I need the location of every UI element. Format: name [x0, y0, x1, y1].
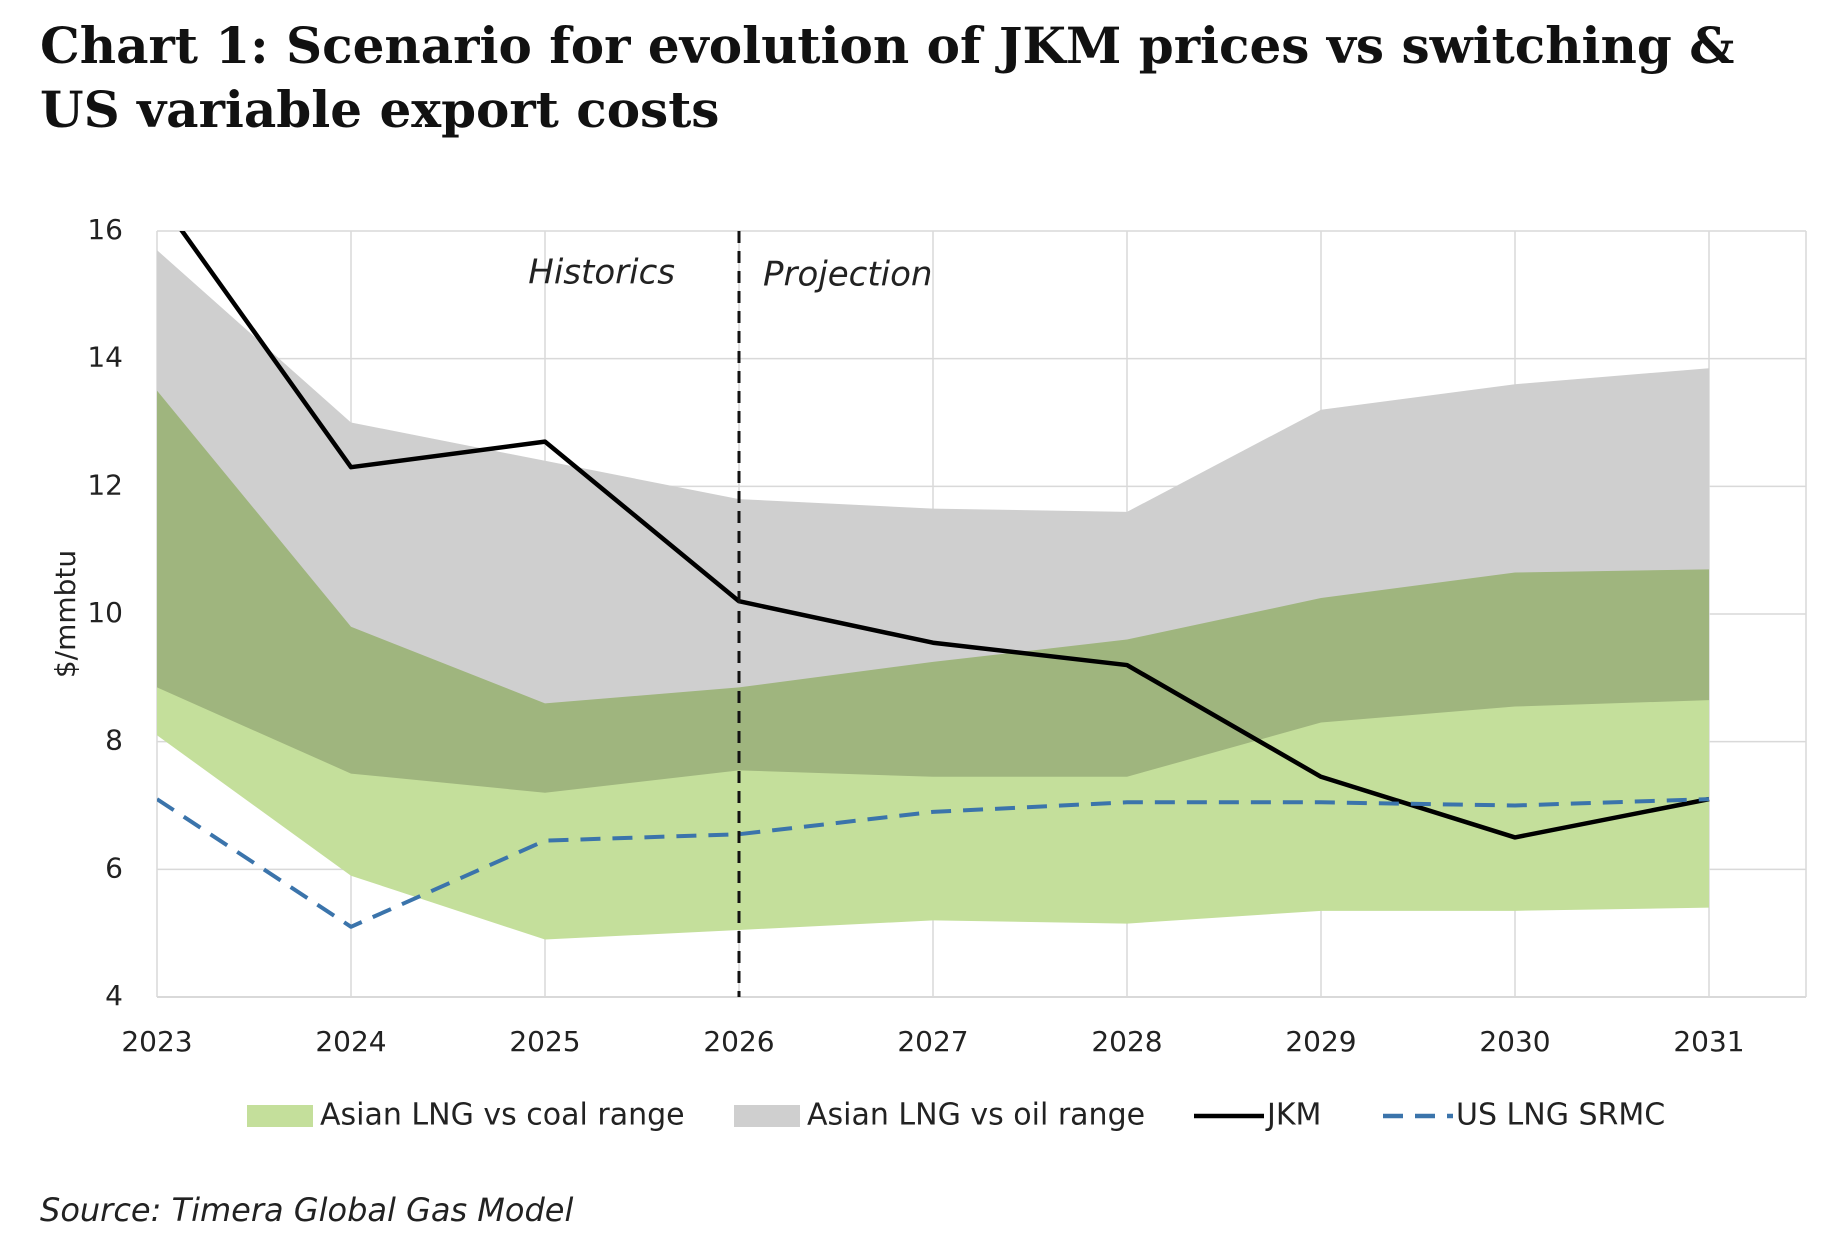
legend-label: JKM — [1265, 1098, 1321, 1133]
y-tick-label: 10 — [87, 596, 123, 629]
x-tick-label: 2023 — [121, 1025, 192, 1058]
x-tick-label: 2029 — [1285, 1025, 1356, 1058]
legend-label: Asian LNG vs coal range — [320, 1098, 685, 1133]
x-tick-label: 2026 — [703, 1025, 774, 1058]
legend-label: Asian LNG vs oil range — [807, 1098, 1145, 1133]
series-line — [179, 231, 1710, 840]
y-tick-label: 14 — [87, 341, 123, 374]
x-tick-label: 2030 — [1479, 1025, 1550, 1058]
x-tick-label: 2031 — [1673, 1025, 1744, 1058]
source: Source: Timera Global Gas Model — [40, 1191, 573, 1229]
y-tick-label: 16 — [87, 213, 123, 246]
x-tick-label: 2028 — [1091, 1025, 1162, 1058]
legend-swatch — [734, 1105, 800, 1127]
annotation: Projection — [763, 255, 932, 295]
x-tick-label: 2025 — [509, 1025, 580, 1058]
y-tick-label: 6 — [105, 851, 123, 884]
chart-title: Chart 1: Scenario for evolution of JKM p… — [40, 16, 1735, 139]
series-line — [157, 797, 1710, 929]
legend-label: US LNG SRMC — [1456, 1098, 1665, 1133]
legend-swatch — [247, 1105, 313, 1127]
x-tick-label: 2027 — [897, 1025, 968, 1058]
annotation: Historics — [528, 253, 675, 293]
x-tick-label: 2024 — [315, 1025, 386, 1058]
plot-area — [157, 231, 1710, 940]
y-tick-label: 12 — [87, 468, 123, 501]
range-band — [157, 250, 1709, 793]
y-axis-label: $/mmbtu — [49, 550, 82, 678]
y-tick-label: 8 — [105, 724, 123, 757]
y-tick-label: 4 — [105, 979, 123, 1012]
